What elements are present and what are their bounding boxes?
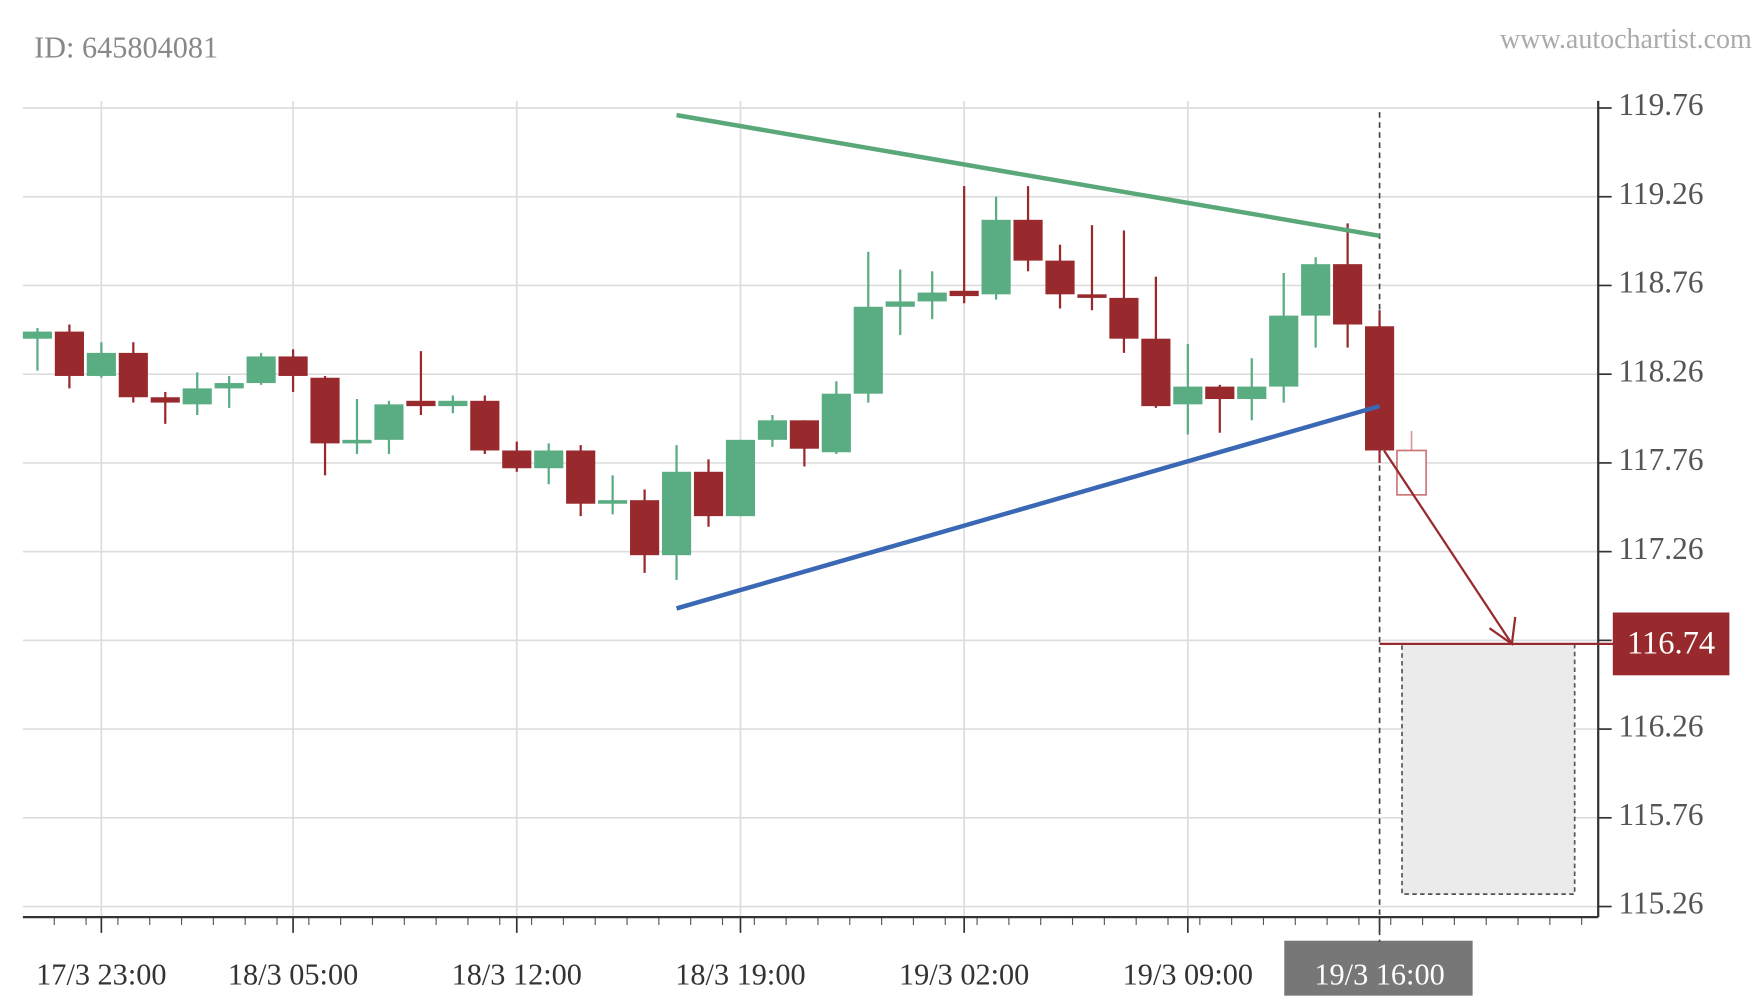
x-tick-label: 19/3 16:00	[1314, 958, 1444, 992]
x-label-highlight	[1284, 940, 1473, 996]
candle-body	[534, 450, 564, 469]
chart-id: ID: 645804081	[34, 30, 218, 64]
x-tick-label: 17/3 23:00	[36, 958, 166, 992]
target-label: 116.74	[1627, 626, 1715, 662]
candle-body	[502, 450, 532, 469]
candle-body	[374, 404, 404, 440]
y-tick-label: 118.26	[1618, 353, 1703, 388]
candle-body	[214, 383, 244, 389]
x-tick-label: 18/3 19:00	[675, 958, 805, 992]
target-label-bg	[1612, 612, 1730, 676]
projection-body	[1396, 449, 1427, 496]
candle-body	[1109, 297, 1139, 339]
candle-body	[630, 500, 660, 556]
candle-body	[821, 393, 851, 453]
x-tick-label: 18/3 12:00	[452, 958, 582, 992]
y-tick-label: 119.26	[1618, 176, 1703, 211]
candle-body	[598, 500, 628, 504]
candle-body	[1269, 315, 1299, 387]
candle-body	[278, 356, 308, 376]
candle-body	[1364, 326, 1395, 451]
candle-body	[949, 290, 979, 297]
candle-body	[54, 331, 84, 376]
candle-body	[853, 306, 883, 394]
y-tick-label: 116.26	[1618, 708, 1703, 743]
candle-body	[246, 356, 276, 384]
candle-body	[22, 331, 53, 339]
candle-body	[1237, 386, 1267, 400]
candle-body	[118, 352, 148, 398]
forecast-arrow	[1383, 449, 1513, 645]
candle-body	[470, 400, 500, 451]
candle-body	[438, 400, 468, 407]
candle-body	[1141, 338, 1171, 407]
candle-body	[342, 439, 372, 444]
y-tick-label: 115.76	[1618, 797, 1703, 832]
candle-body	[182, 388, 212, 405]
y-tick-label: 115.26	[1618, 886, 1703, 921]
trendline	[675, 403, 1381, 611]
candle-body	[1045, 260, 1075, 295]
trendline	[676, 112, 1380, 238]
forecast-arrowhead	[1488, 616, 1517, 646]
candle-body	[1333, 264, 1363, 325]
candle-body	[917, 292, 947, 302]
y-tick-label: 117.76	[1618, 442, 1703, 477]
target-box	[1401, 643, 1576, 895]
candle-body	[566, 450, 596, 504]
candle-body	[725, 439, 756, 517]
candle-body	[981, 219, 1011, 295]
candle-body	[1173, 386, 1203, 405]
candle-body	[1301, 264, 1331, 316]
candle-body	[406, 400, 436, 407]
y-tick-label: 118.76	[1618, 265, 1703, 300]
candle-body	[86, 352, 116, 376]
candle-body	[1077, 294, 1107, 298]
candle-body	[1205, 386, 1235, 400]
x-tick-label: 18/3 05:00	[228, 958, 358, 992]
x-tick-label: 19/3 02:00	[899, 958, 1029, 992]
y-tick-label: 117.26	[1618, 531, 1703, 566]
watermark: www.autochartist.com	[1500, 24, 1752, 55]
candle-body	[310, 377, 340, 444]
candle-body	[150, 397, 180, 403]
x-tick-label: 19/3 09:00	[1123, 958, 1253, 992]
candle-body	[661, 471, 692, 556]
candle-body	[1013, 219, 1043, 261]
candle-body	[693, 471, 724, 517]
candle-body	[757, 420, 787, 440]
candle-body	[885, 301, 915, 307]
candle-body	[789, 420, 819, 449]
y-tick-label: 119.76	[1618, 87, 1703, 122]
